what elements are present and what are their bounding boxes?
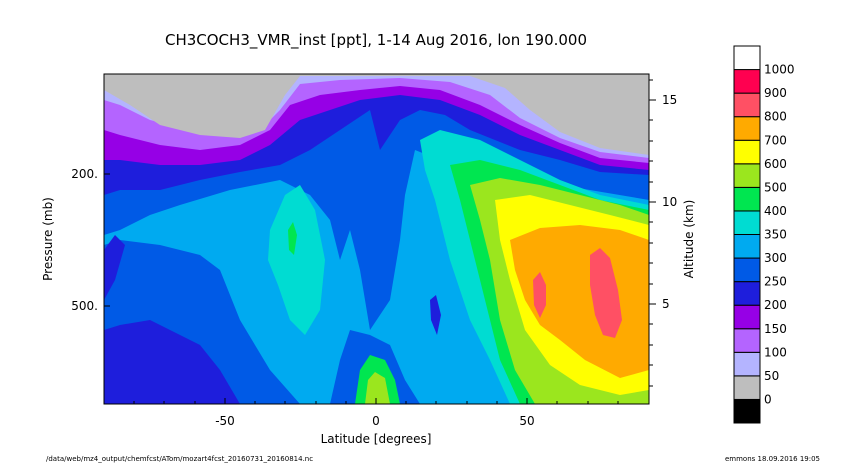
colorbar-label: 250 <box>764 275 787 289</box>
y-axis <box>104 173 110 307</box>
colorbar-swatch <box>733 92 761 118</box>
region-800-west <box>533 272 546 318</box>
colorbar-label: 100 <box>764 345 787 359</box>
region-200-lower-strip <box>104 235 125 300</box>
x-axis <box>133 398 619 404</box>
colorbar-label: 500 <box>764 180 787 194</box>
colorbar-swatch <box>733 304 761 330</box>
colorbar-swatch <box>733 186 761 212</box>
y-axis-label: Pressure (mb) <box>41 197 55 281</box>
y-tick-label: 200. <box>71 167 98 181</box>
colorbar-label: 1000 <box>764 63 795 77</box>
colorbar-swatch <box>733 163 761 188</box>
colorbar-swatch <box>733 139 761 165</box>
colorbar-swatch <box>733 398 761 424</box>
region-350-spot <box>288 222 297 255</box>
colorbar-label: 700 <box>764 133 787 147</box>
region-700 <box>510 225 649 378</box>
y2-axis <box>649 79 656 387</box>
x-tick-label: 50 <box>519 414 534 428</box>
colorbar-label: 350 <box>764 228 787 242</box>
colorbar-label: 800 <box>764 110 787 124</box>
region-200-spot <box>430 295 441 335</box>
y-tick-label: 500. <box>71 299 98 313</box>
colorbar-label: 600 <box>764 157 787 171</box>
plot-area <box>104 74 649 404</box>
colorbar-label: 150 <box>764 322 787 336</box>
y2-tick-label: 15 <box>662 93 677 107</box>
region-800 <box>590 248 622 338</box>
region-500-lower <box>365 372 390 404</box>
colorbar-swatch <box>733 375 761 400</box>
colorbar-swatch <box>733 116 761 141</box>
x-tick-label: 0 <box>372 414 380 428</box>
region-200 <box>104 320 240 404</box>
colorbar-swatch <box>733 45 761 71</box>
colorbar-swatch <box>733 328 761 353</box>
footer-credit: emmons 18.09.2016 19:05 <box>725 455 820 463</box>
colorbar-label: 300 <box>764 251 787 265</box>
colorbar: 0 50 100 150 200 250 300 350 400 500 600 700 800 900 1… <box>733 45 795 424</box>
colorbar-label: 50 <box>764 369 779 383</box>
x-axis-label: Latitude [degrees] <box>321 432 432 446</box>
colorbar-label: 900 <box>764 86 787 100</box>
colorbar-swatch <box>733 210 761 235</box>
chart-title: CH3COCH3_VMR_inst [ppt], 1-14 Aug 2016, … <box>165 31 587 50</box>
region-350-south <box>268 185 325 335</box>
colorbar-label: 0 <box>764 392 772 406</box>
colorbar-label: 400 <box>764 204 787 218</box>
y2-tick-label: 5 <box>662 297 670 311</box>
y2-axis-label: Altitude (km) <box>682 200 696 279</box>
colorbar-swatch <box>733 69 761 94</box>
footer-file-path: /data/web/mz4_output/chemfcst/ATom/mozar… <box>46 455 313 463</box>
region-0-50-gray <box>104 74 649 155</box>
colorbar-swatch <box>733 351 761 377</box>
colorbar-swatch <box>733 234 761 259</box>
colorbar-swatch <box>733 257 761 283</box>
colorbar-label: 200 <box>764 298 787 312</box>
colorbar-swatch <box>733 281 761 306</box>
y2-tick-label: 10 <box>662 195 677 209</box>
x-tick-label: -50 <box>215 414 235 428</box>
